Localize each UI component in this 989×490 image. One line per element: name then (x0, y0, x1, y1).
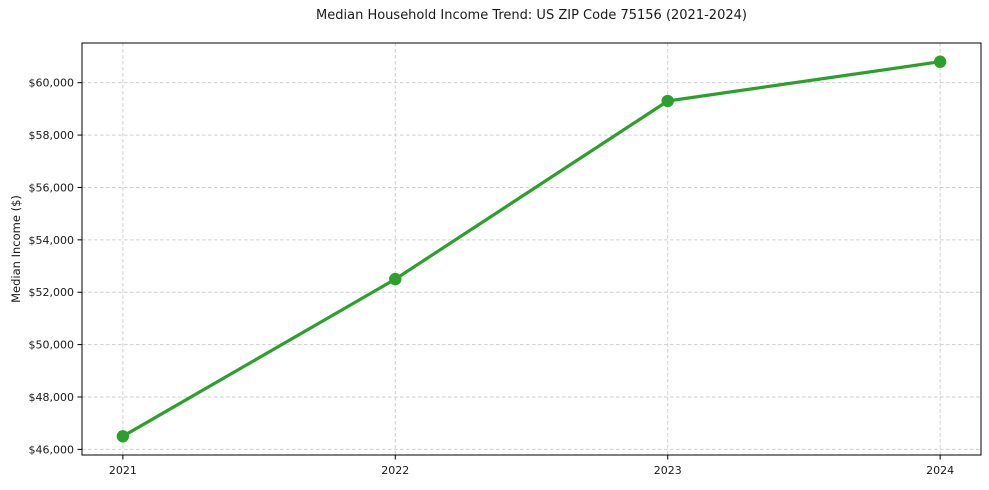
data-point (116, 430, 130, 443)
plot-border (81, 42, 982, 456)
y-tick-label: $50,000 (29, 339, 75, 352)
y-tick-label: $58,000 (29, 129, 75, 142)
y-tick-label: $56,000 (29, 181, 75, 194)
y-tick-label: $54,000 (29, 234, 75, 247)
data-line (121, 60, 942, 438)
x-tick-label: 2022 (381, 464, 409, 477)
x-tick-label: 2024 (926, 464, 954, 477)
chart-title: Median Household Income Trend: US ZIP Co… (316, 8, 747, 23)
y-tick-label: $48,000 (29, 391, 75, 404)
y-tick-label: $46,000 (29, 443, 75, 456)
data-point (933, 55, 947, 68)
y-tick-label: $60,000 (29, 77, 75, 90)
data-point (661, 94, 674, 108)
x-tick-label: 2023 (654, 464, 682, 477)
x-tick-label: 2021 (109, 464, 137, 477)
y-tick-label: $52,000 (29, 286, 75, 299)
data-point (389, 272, 402, 286)
